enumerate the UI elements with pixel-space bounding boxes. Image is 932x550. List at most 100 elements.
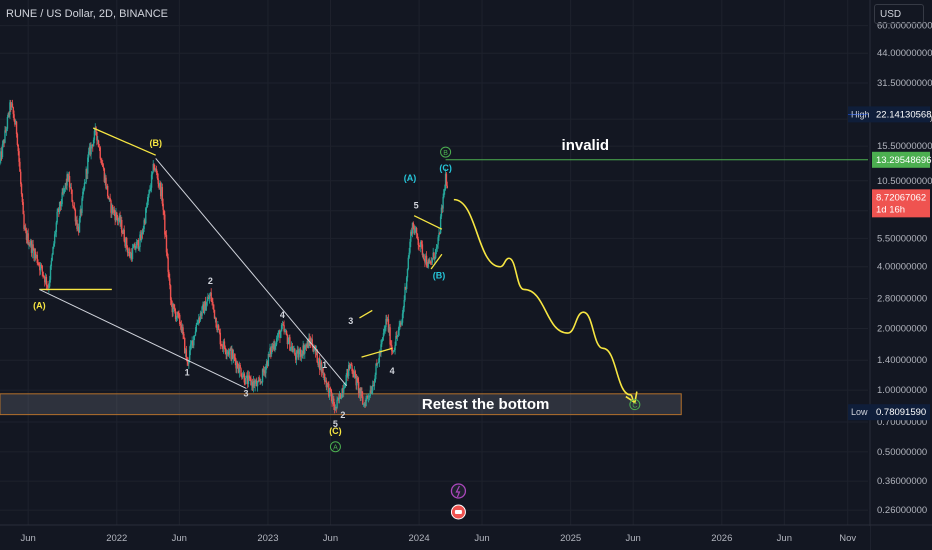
candle-body — [305, 345, 308, 347]
time-tick-label: Jun — [323, 533, 338, 544]
candle-body — [263, 370, 265, 373]
time-axis[interactable]: Jun 2022 Jun 2023 Jun 2024 Jun 2025 Jun 2026 Jun No… — [0, 524, 932, 550]
candle-body — [144, 220, 146, 224]
candle-body — [425, 255, 427, 263]
candle-body — [366, 395, 368, 399]
candle-body — [200, 313, 202, 316]
candle-body — [338, 398, 340, 400]
candle-body — [102, 166, 105, 169]
candle-body — [111, 205, 114, 213]
candle-body — [271, 346, 274, 348]
candle-body — [227, 351, 229, 353]
candle-body — [207, 297, 209, 301]
candle-body — [417, 238, 419, 245]
candle-body — [410, 231, 412, 242]
candle-body — [243, 373, 246, 383]
candle-body — [238, 365, 241, 373]
candle-body — [199, 313, 202, 321]
candle-body — [285, 331, 288, 336]
candle-body — [400, 322, 403, 325]
candle-body — [343, 387, 346, 389]
candle-body — [143, 220, 145, 229]
candle-body — [350, 363, 352, 366]
candle-body — [432, 252, 434, 259]
price-tick-label: 0.70000000 — [877, 417, 927, 428]
candle-body — [174, 307, 176, 312]
candle-body — [124, 241, 126, 247]
event-markers[interactable] — [450, 483, 467, 520]
wave-label: 3 — [243, 389, 248, 399]
candle-body — [29, 241, 32, 246]
candle-body — [316, 349, 318, 363]
candle-body — [56, 211, 58, 223]
candle-body — [178, 314, 180, 316]
candle-body — [433, 252, 435, 260]
candle-body — [42, 271, 44, 276]
candle-body — [265, 365, 267, 374]
candle-body — [197, 322, 199, 324]
candle-body — [174, 311, 177, 320]
candle-body — [326, 383, 328, 388]
candle-body — [304, 348, 306, 354]
current-price-tag-bg — [872, 189, 930, 218]
candle-body — [0, 151, 3, 158]
wedge-upper-small — [359, 309, 373, 319]
candle-body — [352, 374, 355, 378]
candle-body — [15, 121, 17, 125]
candle-body — [210, 292, 212, 302]
candle-body — [334, 406, 337, 411]
candle-body — [53, 234, 56, 244]
candle-body — [270, 346, 273, 355]
wave-label: (B) — [149, 138, 162, 148]
candle-body — [52, 246, 54, 255]
candle-body — [375, 363, 377, 375]
candle-body — [286, 335, 289, 345]
candle-body — [422, 254, 424, 256]
candle-body — [64, 182, 67, 189]
time-tick-label: Jun — [20, 533, 35, 544]
candle-body — [89, 146, 91, 155]
candle-body — [87, 151, 90, 158]
candle-body — [328, 383, 330, 397]
candle-body — [264, 370, 266, 374]
candle-body — [176, 311, 178, 318]
candle-body — [235, 361, 237, 369]
wedge-top-line — [92, 127, 156, 156]
price-axis[interactable]: 60.0000000044.0000000031.5000000021.0000… — [869, 0, 932, 550]
candle-body — [332, 398, 334, 404]
candle-body — [168, 271, 170, 279]
candle-body — [345, 374, 347, 386]
candle-body — [198, 317, 201, 321]
candle-body — [90, 144, 92, 155]
price-tick-label: 0.36000000 — [877, 476, 927, 487]
candle-body — [304, 345, 307, 349]
candle-body — [61, 192, 63, 205]
candle-body — [343, 387, 345, 393]
candle-body — [8, 113, 10, 115]
candle-body — [439, 216, 442, 234]
candle-body — [234, 357, 236, 362]
candle-body — [231, 349, 233, 360]
candle-body — [259, 380, 261, 382]
candle-body — [212, 301, 214, 305]
candle-body — [230, 348, 232, 360]
candle-body — [311, 339, 313, 347]
candle-body — [389, 327, 391, 345]
candle-body — [229, 348, 231, 350]
wave-circle — [440, 146, 452, 158]
lightning-event-icon[interactable] — [450, 483, 467, 499]
candle-body — [274, 345, 276, 350]
candle-body — [41, 265, 43, 272]
candle-body — [344, 385, 347, 388]
currency-selector[interactable]: USD — [874, 4, 924, 24]
wave-label-circled: B — [443, 150, 448, 157]
high-price-tag-text: 22.14130568 — [876, 109, 931, 120]
candle-body — [289, 337, 291, 351]
candle-body — [355, 374, 357, 386]
candle-body — [347, 369, 349, 376]
candle-body — [140, 232, 143, 241]
candle-body — [237, 362, 239, 368]
price-tick-label: 4.00000000 — [877, 262, 927, 273]
